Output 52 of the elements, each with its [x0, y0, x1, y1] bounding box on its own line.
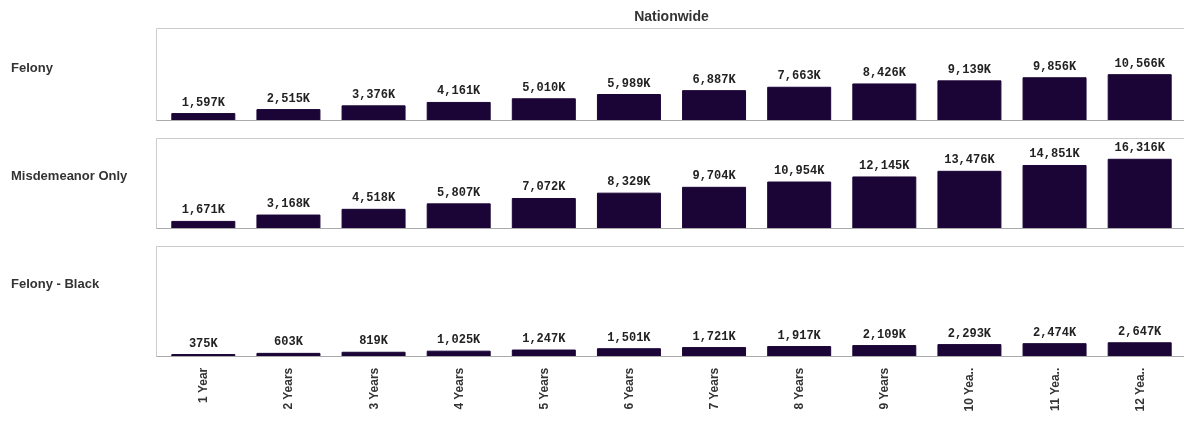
- x-tick-label: 8 Years: [792, 367, 807, 410]
- data-label: 819K: [359, 334, 389, 349]
- data-label: 2,474K: [1032, 325, 1077, 340]
- chart-title: Nationwide: [634, 7, 710, 24]
- data-label: 13,476K: [944, 153, 996, 168]
- data-label: 3,168K: [266, 197, 311, 212]
- data-label: 7,072K: [522, 180, 567, 195]
- data-label: 1,671K: [181, 203, 226, 218]
- data-label: 1,025K: [437, 333, 482, 348]
- data-label: 1,721K: [692, 329, 737, 344]
- data-label: 3,376K: [351, 87, 396, 102]
- x-tick-label: 7 Years: [707, 367, 722, 410]
- y-axis-title: Felony - Black: [11, 275, 100, 293]
- y-axis-title: Felony: [11, 59, 53, 77]
- data-label: 16,316K: [1114, 141, 1166, 156]
- data-label: 1,597K: [181, 95, 226, 110]
- data-label: 603K: [274, 335, 304, 350]
- x-tick-label: 12 Yea..: [1132, 367, 1147, 412]
- x-tick-label: 9 Years: [877, 367, 892, 410]
- data-label: 375K: [188, 336, 219, 351]
- data-label: 1,247K: [522, 332, 567, 347]
- data-label: 2,293K: [947, 326, 992, 341]
- data-label: 9,856K: [1032, 59, 1077, 74]
- data-label: 2,647K: [1118, 324, 1163, 339]
- x-tick-label: 3 Years: [366, 367, 381, 410]
- data-label: 5,010K: [522, 80, 567, 95]
- data-label: 8,426K: [862, 65, 907, 80]
- x-tick-label: 1 Year: [196, 367, 211, 403]
- data-label: 4,518K: [351, 191, 396, 206]
- data-label: 4,161K: [437, 84, 482, 99]
- data-label: 10,566K: [1114, 56, 1166, 71]
- data-label: 9,139K: [947, 62, 992, 77]
- data-label: 14,851K: [1029, 147, 1081, 162]
- data-label: 5,807K: [437, 185, 482, 200]
- data-label: 1,501K: [607, 330, 652, 345]
- data-label: 10,954K: [773, 164, 826, 179]
- x-tick-label: 5 Years: [536, 367, 551, 410]
- x-tick-label: 6 Years: [621, 367, 636, 410]
- data-label: 7,663K: [777, 69, 822, 84]
- data-label: 5,989K: [607, 76, 652, 91]
- data-label: 1,917K: [777, 328, 822, 343]
- x-tick-label: 10 Yea..: [962, 367, 977, 412]
- data-label: 2,515K: [266, 91, 311, 106]
- x-tick-label: 11 Yea..: [1047, 367, 1062, 411]
- data-label: 9,704K: [692, 169, 737, 184]
- x-tick-label: 2 Years: [281, 367, 296, 410]
- data-label: 12,145K: [859, 158, 911, 173]
- data-label: 2,109K: [862, 327, 907, 342]
- y-axis-title: Misdemeanor Only: [11, 167, 128, 185]
- x-tick-label: 4 Years: [451, 367, 466, 410]
- data-label: 6,887K: [692, 72, 737, 87]
- data-label: 8,329K: [607, 175, 652, 190]
